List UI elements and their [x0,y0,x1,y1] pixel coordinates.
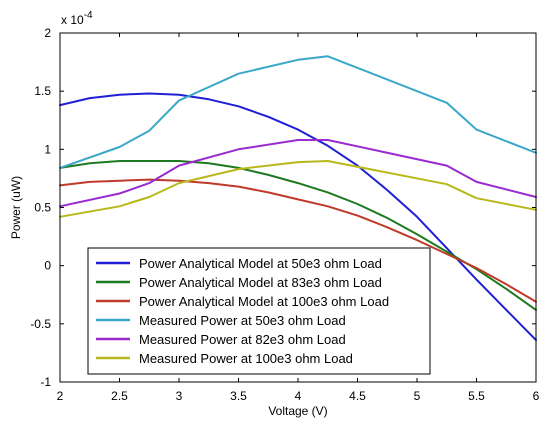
series-line-4 [59,55,537,169]
series-line-6 [59,160,537,218]
x-tick-label: 6 [533,389,540,403]
x-axis-label: Voltage (V) [268,404,327,418]
legend-label-6: Measured Power at 100e3 ohm Load [139,351,353,366]
series-line-3 [59,178,537,303]
y-tick-label: 0.5 [34,201,51,215]
legend-box [87,247,431,375]
y-tick-label: -1 [40,375,51,389]
x-tick-label: 4 [295,389,302,403]
x-tick-label: 4.5 [349,389,366,403]
y-tick-label: -0.5 [30,317,51,331]
x-tick-label: 2 [57,389,64,403]
y-exponent-label: x 10-4 [61,10,93,27]
y-tick-label: 1 [44,142,51,156]
y-exponent-power: -4 [84,10,93,21]
series-line-2 [59,160,537,311]
y-tick-label: 1.5 [34,84,51,98]
x-tick-label: 5 [414,389,421,403]
legend-label-2: Power Analytical Model at 83e3 ohm Load [139,275,382,290]
legend-label-1: Power Analytical Model at 50e3 ohm Load [139,256,382,271]
y-tick-label: 2 [44,26,51,40]
legend-label-3: Power Analytical Model at 100e3 ohm Load [139,294,389,309]
y-tick-label: 0 [44,259,51,273]
legend-label-4: Measured Power at 50e3 ohm Load [139,313,346,328]
y-axis-label: Power (uW) [9,176,23,239]
legend-label-5: Measured Power at 82e3 ohm Load [139,332,346,347]
series-line-5 [59,139,537,208]
x-tick-label: 3.5 [230,389,247,403]
x-tick-label: 5.5 [468,389,485,403]
x-tick-label: 3 [176,389,183,403]
x-tick-label: 2.5 [111,389,128,403]
